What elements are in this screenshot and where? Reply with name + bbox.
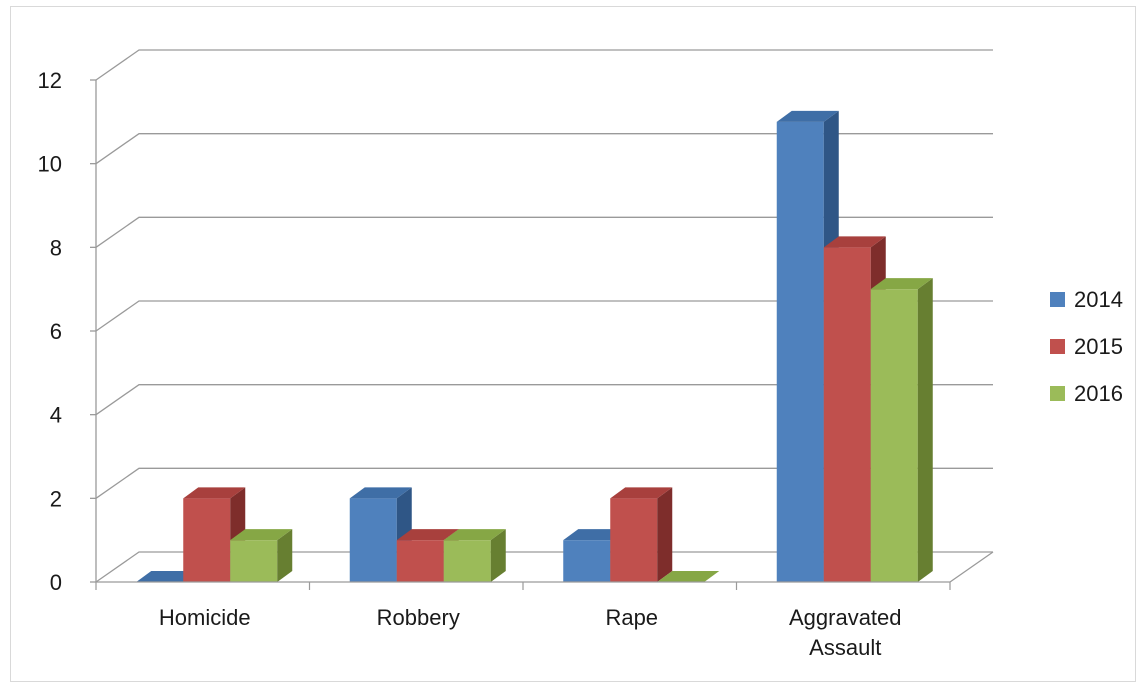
gridline (95, 49, 993, 81)
y-tick-label: 10 (38, 152, 62, 177)
legend-swatch (1050, 292, 1065, 307)
legend-label: 2016 (1074, 381, 1123, 406)
bar (610, 487, 673, 582)
y-tick-label: 12 (38, 68, 62, 93)
gridlines (95, 49, 993, 583)
y-tick-label: 6 (50, 319, 62, 344)
y-tick-label: 2 (50, 486, 62, 511)
legend-item: 2015 (1050, 334, 1123, 359)
bars (136, 110, 933, 583)
x-tick-label: Rape (605, 605, 658, 630)
bar (776, 110, 839, 582)
gridline (95, 133, 993, 165)
gridline (95, 384, 993, 416)
bar (136, 571, 199, 582)
x-tick-label: Aggravated Assault (789, 605, 902, 660)
legend-label: 2015 (1074, 334, 1123, 359)
legend: 2014 2015 2016 (1050, 287, 1123, 406)
legend-swatch (1050, 386, 1065, 401)
bar (443, 529, 506, 582)
gridline (95, 551, 993, 583)
x-tick-label: Homicide (159, 605, 251, 630)
legend-item: 2016 (1050, 381, 1123, 406)
gridline (95, 300, 993, 332)
bar (230, 529, 293, 582)
legend-item: 2014 (1050, 287, 1123, 312)
legend-swatch (1050, 339, 1065, 354)
axes: 0 2 4 6 8 10 12 Homicide Robbery Rape Aggravated As… (38, 68, 994, 660)
bar (657, 571, 720, 582)
y-tick-label: 8 (50, 235, 62, 260)
gridline (95, 216, 993, 248)
bar (870, 278, 933, 582)
y-tick-label: 4 (50, 403, 62, 428)
gridline (95, 467, 993, 499)
x-tick-label: Robbery (377, 605, 460, 630)
legend-label: 2014 (1074, 287, 1123, 312)
y-tick-label: 0 (50, 570, 62, 595)
